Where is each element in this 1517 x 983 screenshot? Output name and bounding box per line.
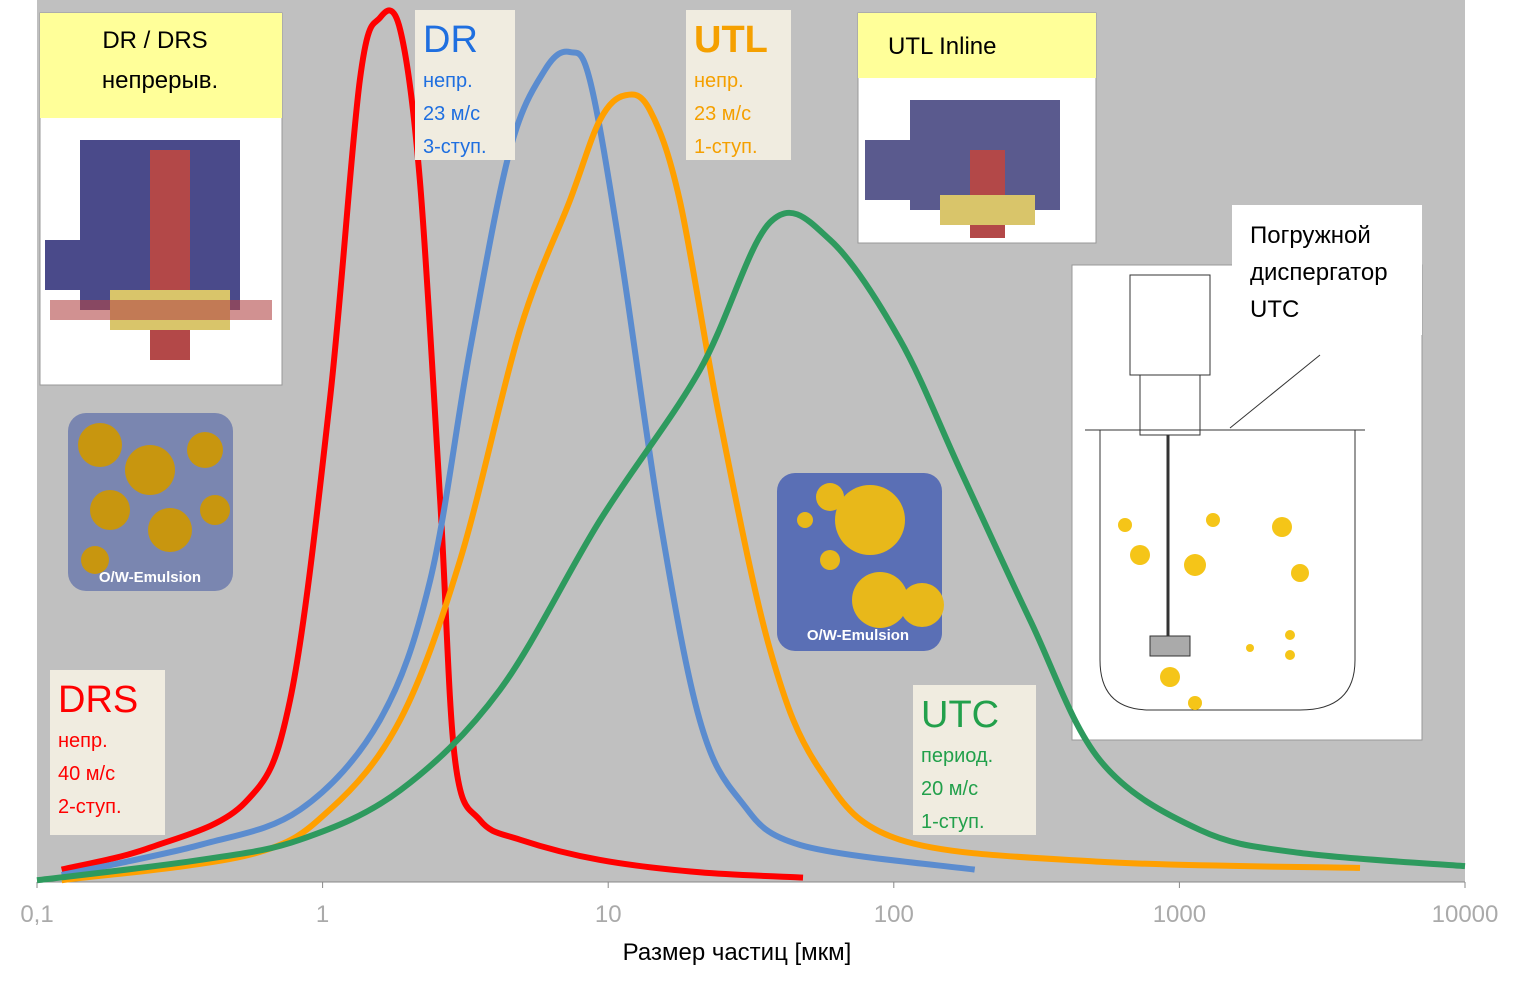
- utl-inline-panel: UTL Inline: [858, 13, 1096, 243]
- series-note: непр.: [58, 730, 108, 752]
- dr-drs-panel: DR / DRS непрерыв.: [40, 13, 282, 385]
- x-tick-label: 1000: [1153, 901, 1206, 928]
- series-note: 40 м/с: [58, 763, 115, 785]
- panel-text: диспергатор: [1250, 259, 1388, 286]
- series-label-box: DRS непр. 40 м/с 2-ступ.: [50, 670, 165, 835]
- series-name: UTL: [694, 19, 768, 61]
- series-note: непр.: [694, 70, 744, 92]
- series-label-box: UTC период. 20 м/с 1-ступ.: [913, 685, 1036, 835]
- utc-panel: Погружной диспергатор UTC: [1072, 205, 1422, 740]
- series-note: 23 м/с: [694, 103, 751, 125]
- series-label-box: DR непр. 23 м/с 3-ступ.: [415, 10, 515, 160]
- panel-text: Погружной: [1250, 222, 1371, 249]
- series-name: DR: [423, 19, 478, 61]
- series-note: 2-ступ.: [58, 796, 122, 818]
- series-note: непр.: [423, 70, 473, 92]
- x-tick-label: 10: [595, 901, 622, 928]
- x-tick-label: 1: [316, 901, 329, 928]
- x-tick-label: 100: [874, 901, 914, 928]
- panel-text: UTC: [1250, 296, 1299, 323]
- series-name: DRS: [58, 679, 138, 721]
- series-note: 20 м/с: [921, 778, 978, 800]
- x-axis-label: Размер частиц [мкм]: [623, 939, 852, 966]
- image-label: O/W-Emulsion: [807, 627, 909, 644]
- series-note: 3-ступ.: [423, 136, 487, 158]
- panel-text: DR / DRS: [102, 27, 207, 54]
- emulsion-image: O/W-Emulsion: [777, 473, 944, 651]
- image-label: O/W-Emulsion: [99, 569, 201, 586]
- series-label-box: UTL непр. 23 м/с 1-ступ.: [686, 10, 791, 160]
- x-tick-label: 0,1: [20, 901, 53, 928]
- series-note: 1-ступ.: [921, 811, 985, 833]
- x-tick-label: 10000: [1432, 901, 1499, 928]
- series-note: период.: [921, 745, 993, 767]
- series-note: 23 м/с: [423, 103, 480, 125]
- emulsion-image: O/W-Emulsion: [68, 413, 233, 591]
- panel-text: UTL Inline: [888, 33, 997, 60]
- series-note: 1-ступ.: [694, 136, 758, 158]
- panel-text: непрерыв.: [102, 67, 218, 94]
- series-name: UTC: [921, 694, 999, 736]
- chart: DR / DRS непрерыв. UTL Inline Погружной …: [0, 0, 1517, 978]
